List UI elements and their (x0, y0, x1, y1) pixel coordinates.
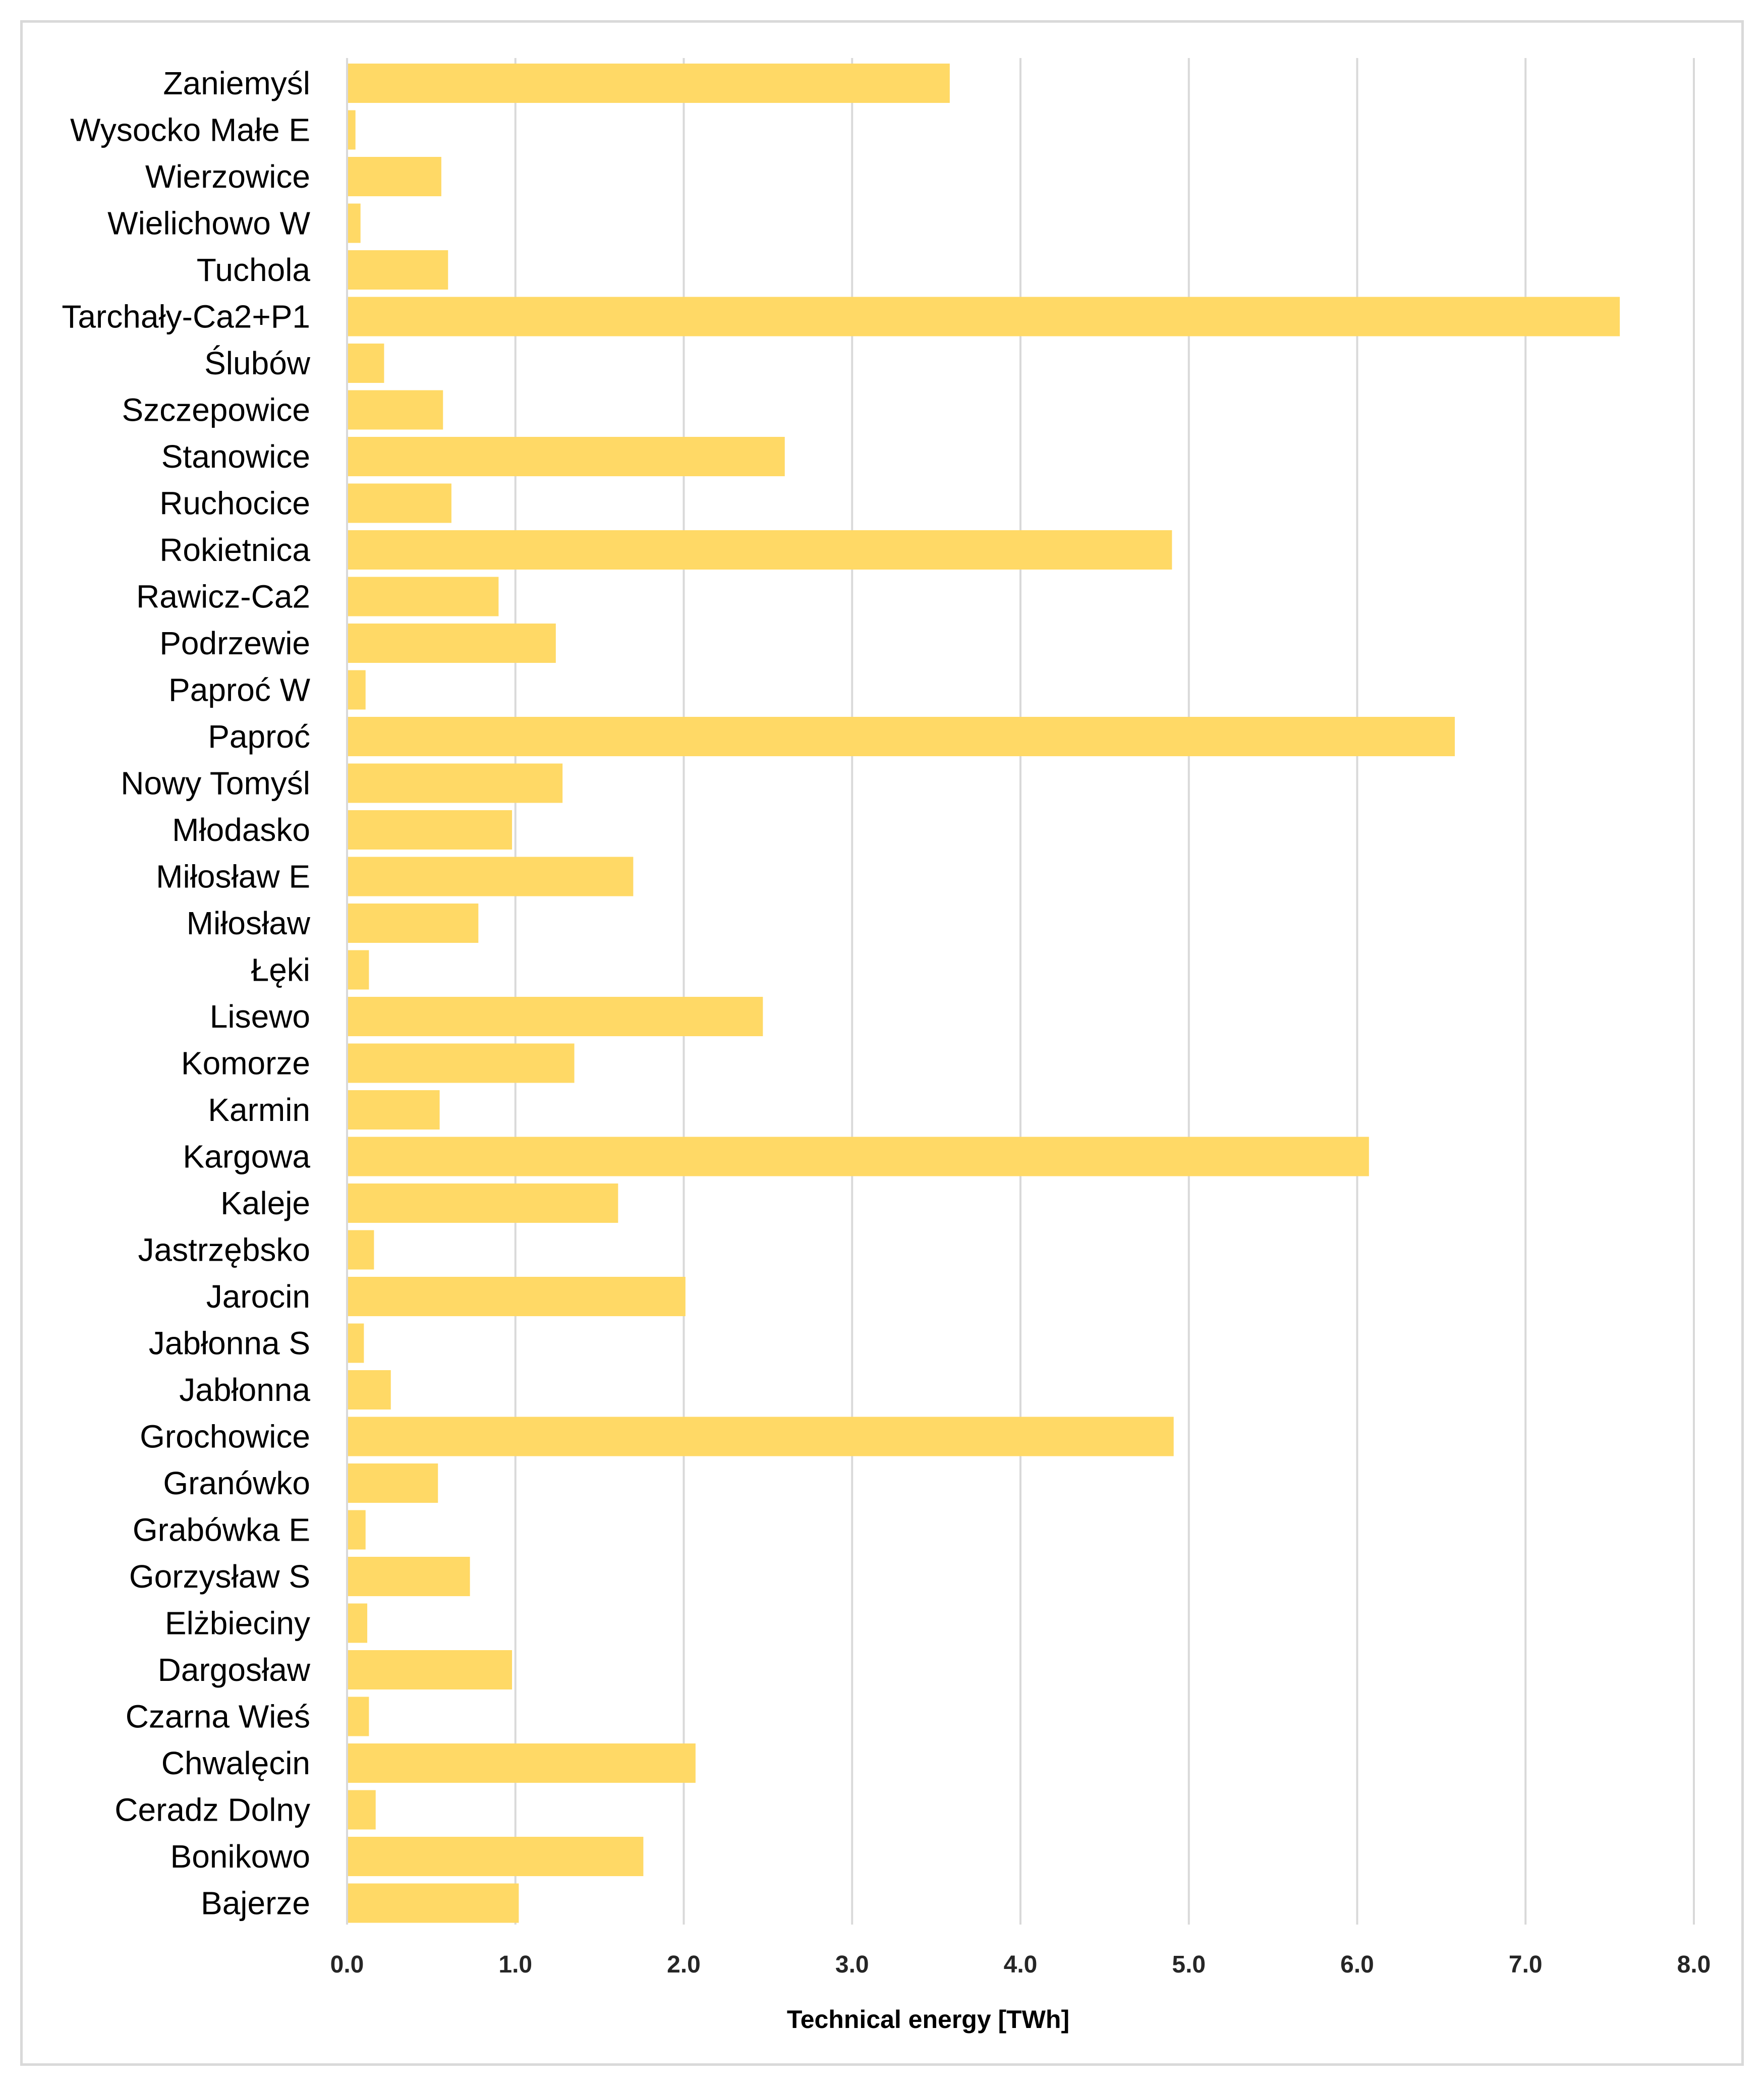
bar (347, 1277, 686, 1316)
category-label: Wielichowo W (107, 205, 310, 242)
category-label: Miłosław (187, 905, 311, 941)
category-label: Stanowice (161, 438, 310, 475)
bar (347, 1603, 368, 1643)
category-label: Granówko (163, 1465, 310, 1501)
category-label: Wysocko Małe E (70, 112, 310, 148)
bar (347, 1183, 618, 1223)
category-label: Komorze (181, 1045, 310, 1082)
category-label: Paproć W (168, 672, 311, 708)
bar (347, 64, 950, 103)
bar (347, 297, 1620, 336)
bar (347, 857, 634, 896)
category-label: Jastrzębsko (138, 1232, 310, 1268)
x-tick-label: 4.0 (1004, 1951, 1038, 1978)
bar (347, 624, 556, 663)
x-tick-label: 3.0 (835, 1951, 869, 1978)
bar (347, 390, 443, 430)
category-label: Karmin (208, 1092, 310, 1128)
category-label: Jarocin (206, 1278, 310, 1315)
category-label: Jabłonna (179, 1372, 310, 1408)
bar (347, 250, 448, 290)
x-tick-label: 2.0 (667, 1951, 701, 1978)
category-label: Tuchola (197, 252, 311, 288)
category-label: Kaleje (220, 1185, 310, 1221)
bar (347, 810, 513, 850)
category-label: Kargowa (183, 1139, 310, 1175)
bar (347, 1697, 369, 1736)
bar (347, 1323, 364, 1363)
category-label: Bajerze (201, 1885, 310, 1922)
x-tick-label: 6.0 (1340, 1951, 1374, 1978)
category-label: Jabłonna S (149, 1325, 310, 1362)
bar (347, 717, 1455, 756)
bars (347, 64, 1620, 1923)
x-tick-label: 7.0 (1509, 1951, 1543, 1978)
bar (347, 670, 366, 710)
category-label: Szczepowice (122, 392, 311, 428)
category-label: Ceradz Dolny (115, 1792, 310, 1828)
category-label: Miłosław E (156, 859, 310, 895)
category-label: Ślubów (204, 345, 311, 381)
category-label: Młodasko (172, 812, 310, 848)
x-tick-label: 8.0 (1677, 1951, 1711, 1978)
bar (347, 1417, 1174, 1456)
bar (347, 1650, 513, 1689)
bar (347, 1043, 575, 1083)
bar (347, 1090, 440, 1130)
bar (347, 950, 369, 990)
bar (347, 577, 499, 616)
bar (347, 437, 785, 476)
gridlines (514, 58, 1695, 1925)
category-label: Rokietnica (159, 532, 310, 568)
x-tick-label: 5.0 (1172, 1951, 1206, 1978)
bar (347, 1137, 1369, 1176)
category-label: Łęki (251, 952, 310, 988)
bar (347, 1463, 438, 1503)
bar (347, 997, 763, 1036)
category-label: Zaniemyśl (163, 65, 310, 101)
category-label: Podrzewie (159, 625, 310, 661)
bar (347, 203, 361, 243)
category-label: Wierzowice (145, 158, 310, 195)
bar (347, 1883, 519, 1923)
chart-frame: Zaniemyśl Wysocko Małe E Wierzowice Wielich… (20, 20, 1744, 2066)
category-label: Bonikowo (170, 1838, 311, 1875)
category-label: Ruchocice (159, 485, 310, 522)
bar (347, 1230, 374, 1270)
category-label: Chwalęcin (161, 1745, 310, 1781)
bar (347, 483, 451, 523)
category-label: Tarchały-Ca2+P1 (62, 299, 310, 335)
bar (347, 763, 563, 803)
x-axis-title: Technical energy [TWh] (787, 2005, 1069, 2034)
bar (347, 1557, 470, 1596)
x-tick-labels: 0.0 1.0 2.0 3.0 4.0 5.0 6.0 7.0 8.0 (330, 1951, 1711, 1978)
category-label: Grabówka E (133, 1512, 310, 1548)
bar (347, 110, 356, 150)
bar (347, 530, 1172, 570)
bar-chart: Zaniemyśl Wysocko Małe E Wierzowice Wielich… (62, 58, 1711, 2034)
x-tick-label: 1.0 (498, 1951, 532, 1978)
category-label: Czarna Wieś (126, 1699, 310, 1735)
x-tick-label: 0.0 (330, 1951, 364, 1978)
category-label: Paproć (208, 718, 310, 755)
category-labels: Zaniemyśl Wysocko Małe E Wierzowice Wielich… (62, 65, 310, 1922)
category-label: Rawicz-Ca2 (136, 579, 310, 615)
bar (347, 904, 479, 943)
category-label: Gorzysław S (129, 1558, 310, 1595)
category-label: Dargosław (158, 1652, 311, 1688)
bar (347, 1510, 366, 1550)
bar (347, 344, 384, 383)
bar (347, 1743, 696, 1783)
category-label: Grochowice (140, 1419, 310, 1455)
category-label: Elżbieciny (165, 1605, 310, 1642)
bar (347, 1370, 391, 1410)
category-label: Nowy Tomyśl (121, 765, 310, 802)
category-label: Lisewo (210, 998, 310, 1035)
bar (347, 157, 441, 196)
bar (347, 1837, 644, 1876)
bar (347, 1790, 376, 1830)
